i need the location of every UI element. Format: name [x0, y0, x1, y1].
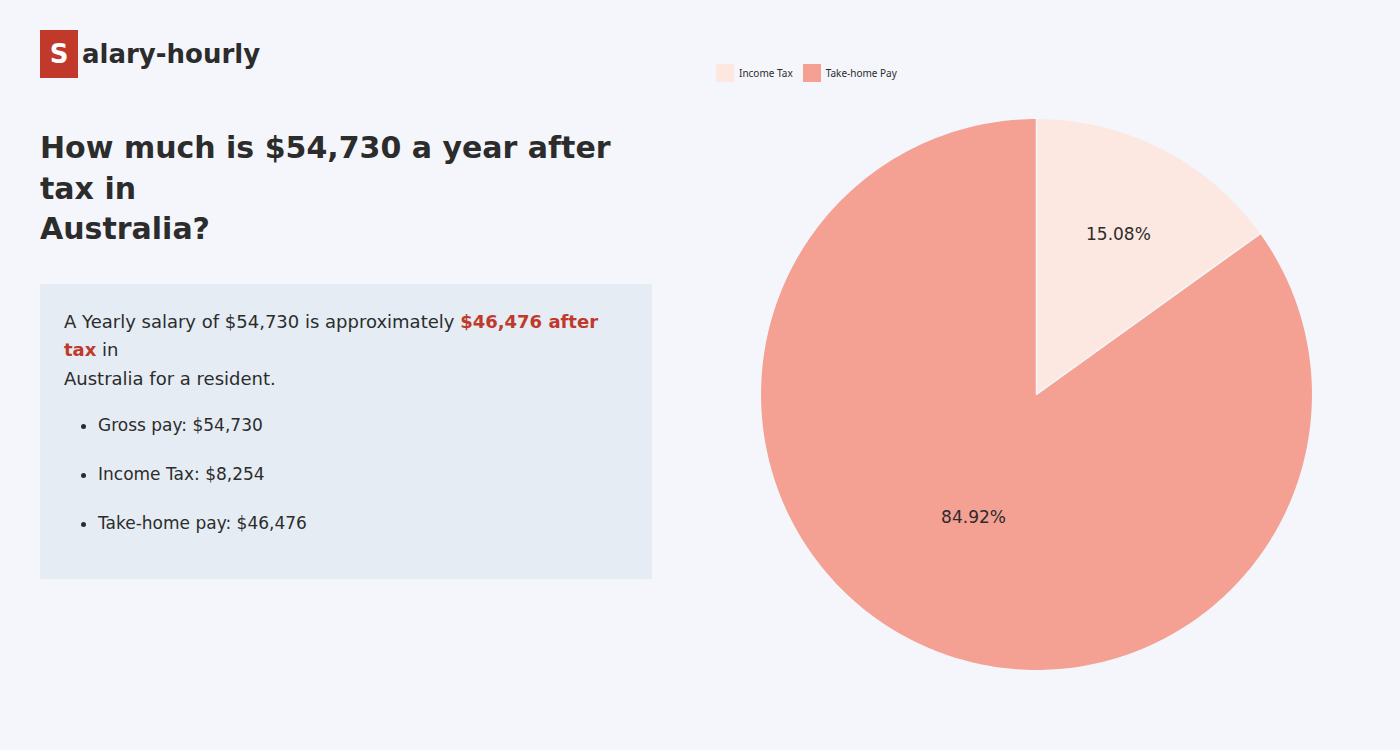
- html-text:Gross pay: $54,730: Gross pay: $54,730: [98, 414, 263, 435]
- html-text:S: S: [49, 39, 69, 69]
- html-text:How much is $54,730 a year aft: How much is $54,730 a year after tax in …: [40, 130, 611, 246]
- html-text:Income Tax: Income Tax: [739, 65, 793, 80]
- html-text:Australia for a resident.: Australia for a resident.: [64, 368, 276, 390]
- html-text:Income Tax: $8,254: Income Tax: $8,254: [98, 464, 265, 485]
- html-text:Take-home Pay: Take-home Pay: [825, 65, 897, 80]
- html-text:alary-hourly: alary-hourly: [82, 39, 261, 69]
- svg-text:84.92%: 84.92%: [941, 507, 1006, 527]
- svg-text:15.08%: 15.08%: [1086, 224, 1151, 244]
- html-text:Take-home pay: $46,476: Take-home pay: $46,476: [98, 513, 307, 534]
- html-text:A Yearly salary of $54,730 is: A Yearly salary of $54,730 is approximat…: [64, 310, 605, 361]
